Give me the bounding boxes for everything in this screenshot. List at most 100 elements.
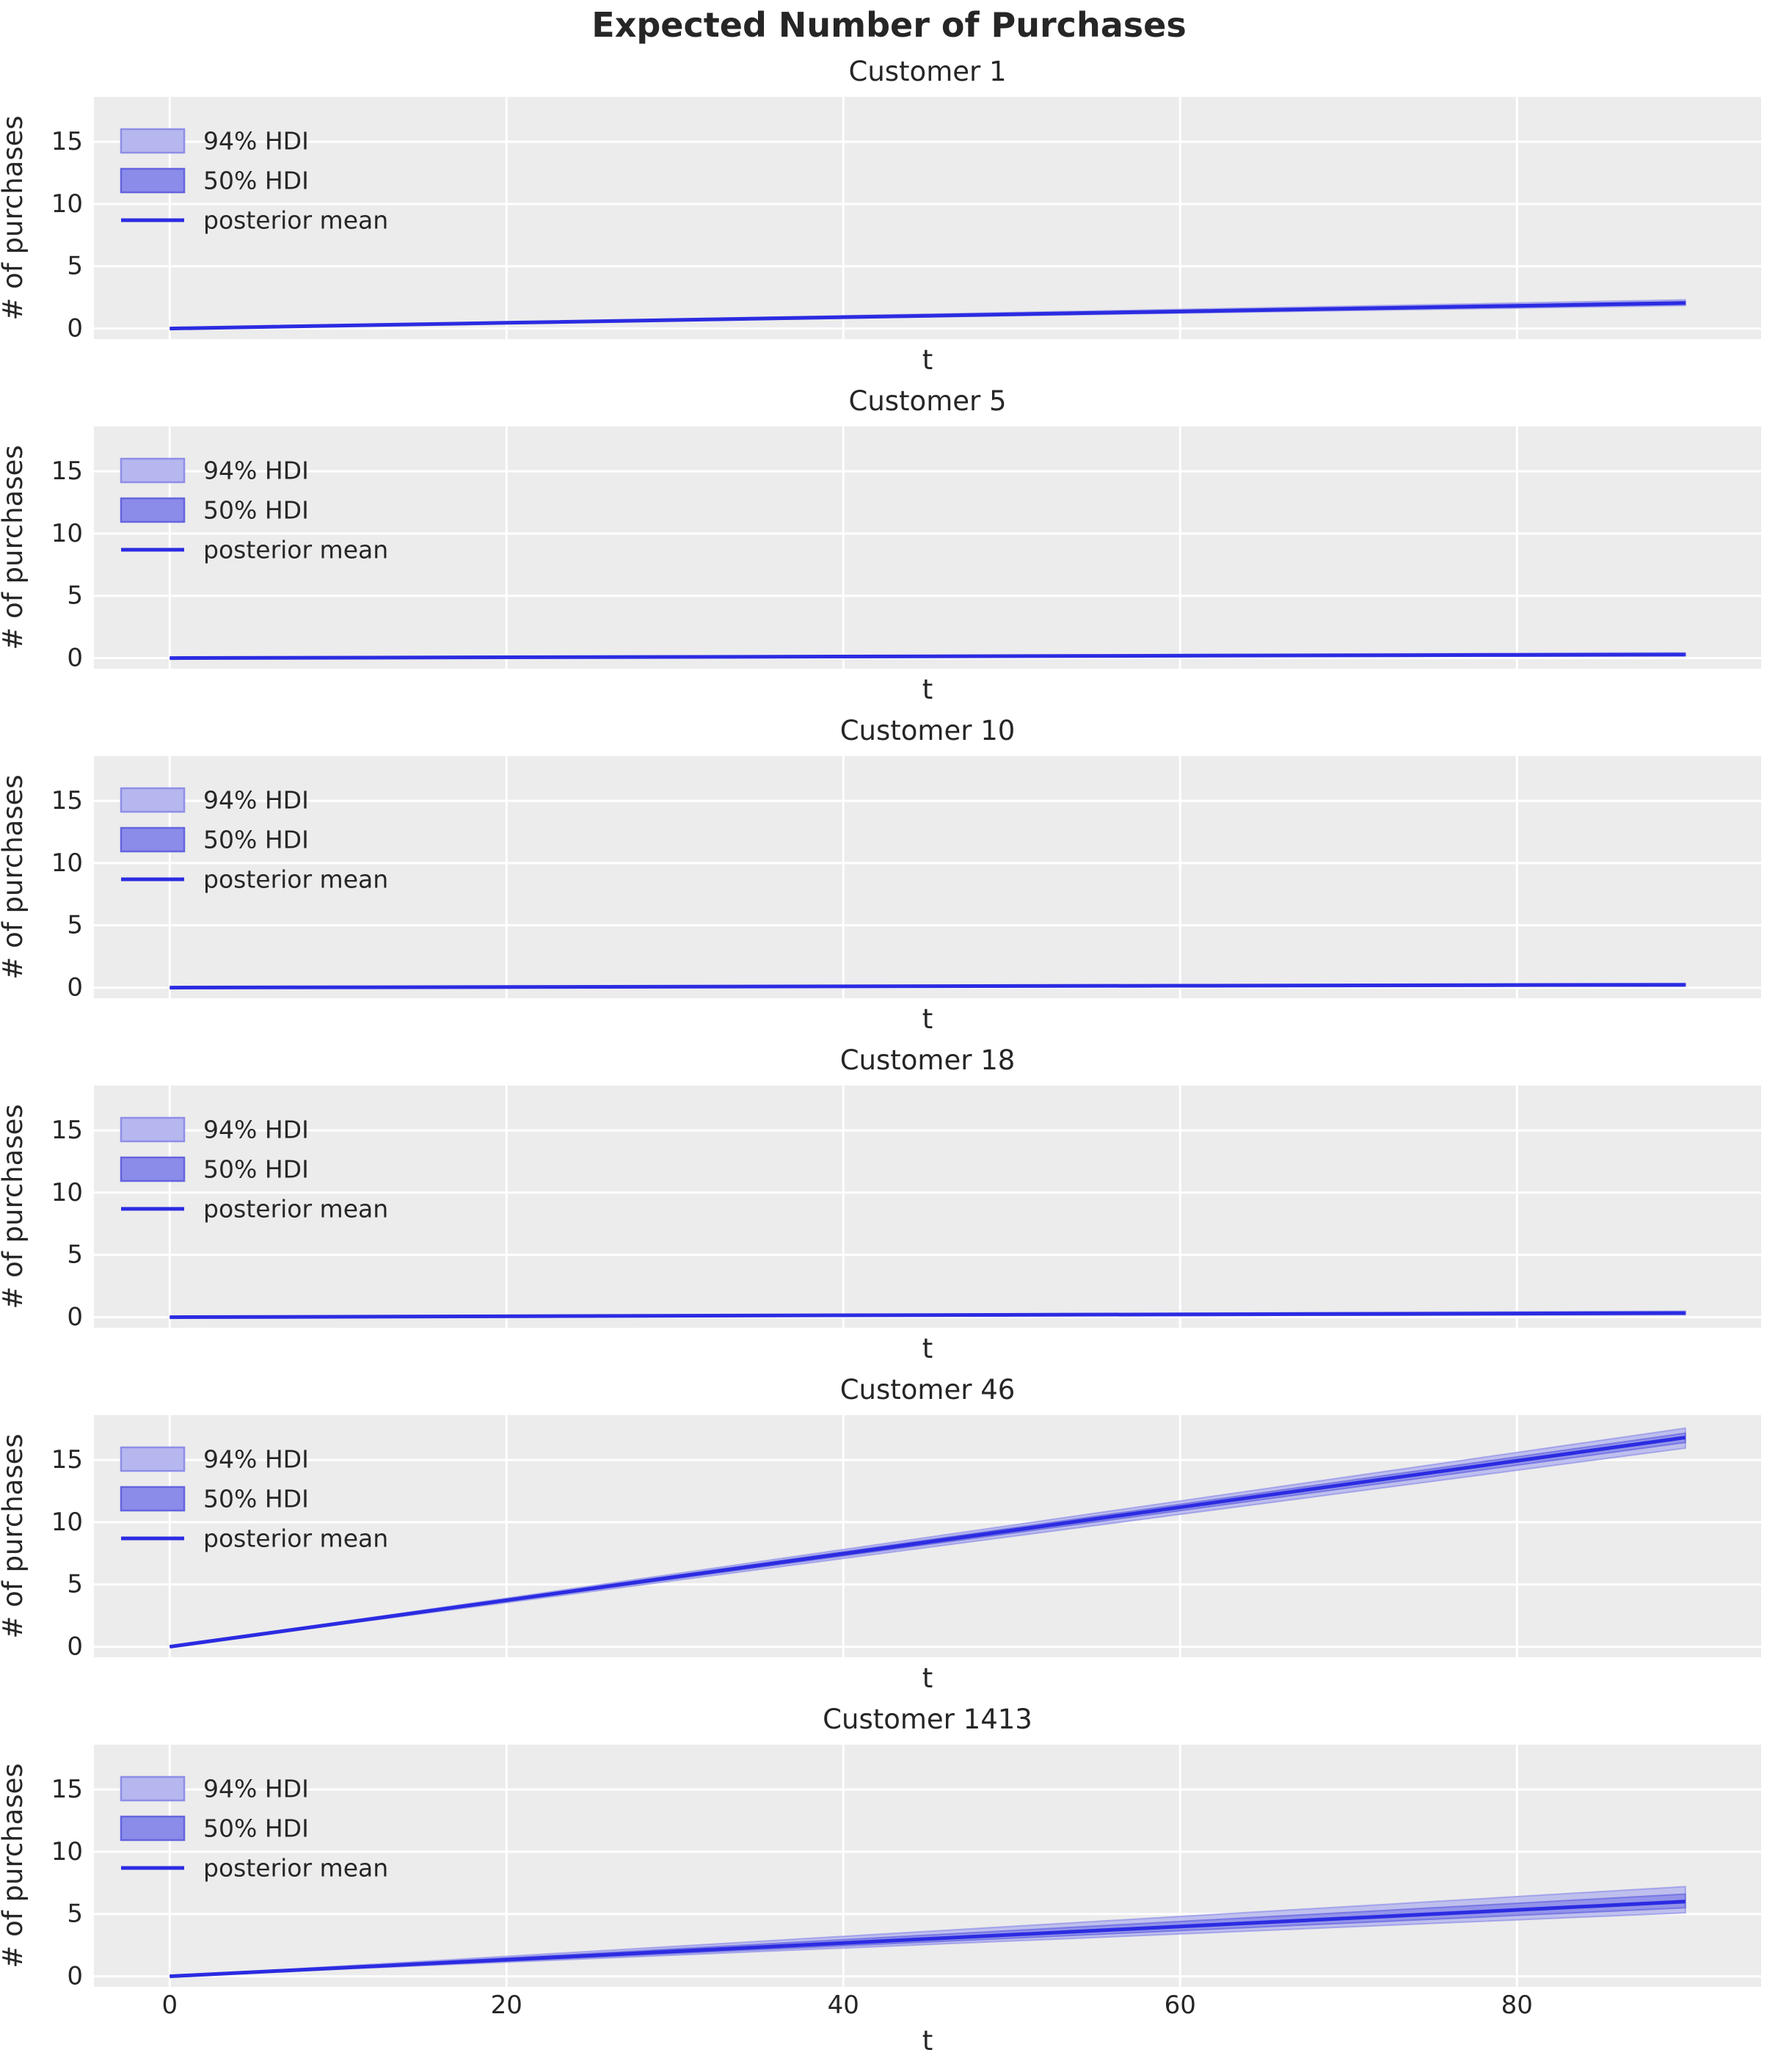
- legend-patch-94-hdi: [120, 1775, 186, 1802]
- legend-label: posterior mean: [203, 1524, 388, 1553]
- legend: 94% HDI 50% HDI posterior mean: [120, 1445, 388, 1553]
- y-axis-label: # of purchases: [0, 774, 29, 979]
- y-tick-labels: 0 5 10 15: [51, 1445, 83, 1661]
- legend-label: 94% HDI: [203, 1775, 309, 1803]
- legend-patch-94-hdi: [120, 457, 186, 484]
- svg-text:0: 0: [67, 1303, 83, 1332]
- svg-text:10: 10: [51, 1178, 83, 1207]
- svg-text:10: 10: [51, 519, 83, 548]
- legend-label: posterior mean: [203, 536, 388, 564]
- subplot-title: Customer 1413: [823, 1704, 1032, 1735]
- subplot-title: Customer 10: [840, 715, 1016, 746]
- legend-label: 94% HDI: [203, 457, 309, 485]
- legend-label: posterior mean: [203, 206, 388, 235]
- legend-label: posterior mean: [203, 865, 388, 894]
- legend-patch-50-hdi: [120, 1156, 186, 1182]
- legend-label: 94% HDI: [203, 127, 309, 156]
- legend-label: 50% HDI: [203, 1155, 309, 1184]
- svg-text:5: 5: [67, 581, 83, 611]
- y-tick-labels: 0 5 10 15: [51, 457, 83, 672]
- plot-area: [94, 1745, 1761, 1987]
- subplot-customer-1: Customer 1 0 5 10 15 # of purchases t 94% HDI 50…: [0, 56, 1761, 371]
- posterior-mean-line: [169, 1436, 1686, 1649]
- svg-text:10: 10: [51, 189, 83, 219]
- y-axis-label: # of purchases: [0, 115, 29, 320]
- y-axis-label: # of purchases: [0, 1763, 29, 1968]
- y-tick-labels: 0 5 10 15: [51, 786, 83, 1002]
- figure-title: Expected Number of Purchases: [591, 5, 1187, 45]
- posterior-mean-line: [170, 983, 1686, 990]
- legend-label: 50% HDI: [203, 496, 309, 525]
- posterior-mean-line: [170, 653, 1686, 661]
- x-axis-label: t: [922, 344, 933, 371]
- hdi-50-band: [170, 1893, 1686, 1977]
- posterior-mean-line: [170, 301, 1686, 331]
- svg-text:40: 40: [828, 1991, 859, 2020]
- y-tick-labels: 0 5 10 15: [51, 127, 83, 343]
- plot-area: [94, 97, 1761, 339]
- svg-text:0: 0: [161, 1991, 178, 2020]
- svg-text:5: 5: [67, 911, 83, 940]
- legend: 94% HDI 50% HDI posterior mean: [120, 457, 388, 564]
- plot-area: [94, 756, 1761, 998]
- subplot-customer-1413: Customer 1413 0 5 10 15 # of purchases 0 20 40 60…: [0, 1704, 1761, 2057]
- svg-text:0: 0: [67, 314, 83, 343]
- x-axis-label: t: [922, 1333, 933, 1359]
- legend: 94% HDI 50% HDI posterior mean: [120, 786, 388, 894]
- legend: 94% HDI 50% HDI posterior mean: [120, 1775, 388, 1883]
- svg-text:15: 15: [51, 786, 83, 815]
- y-axis-label: # of purchases: [0, 445, 29, 650]
- legend: 94% HDI 50% HDI posterior mean: [120, 127, 388, 235]
- x-axis-label: t: [922, 1003, 933, 1030]
- gridlines: [94, 1745, 1761, 1987]
- legend-patch-94-hdi: [120, 128, 186, 154]
- svg-text:5: 5: [67, 1570, 83, 1599]
- legend-label: 94% HDI: [203, 1445, 309, 1474]
- svg-text:10: 10: [51, 1508, 83, 1537]
- x-axis-label: t: [922, 674, 933, 700]
- svg-text:0: 0: [67, 1632, 83, 1662]
- x-axis-label: t: [922, 1662, 933, 1689]
- x-tick-labels: 0 20 40 60 80: [161, 1991, 1532, 2020]
- legend-patch-94-hdi: [120, 1116, 186, 1143]
- svg-text:0: 0: [67, 1962, 83, 1991]
- subplot-customer-5: Customer 5 0 5 10 15 # of purchases t 94% HDI 50…: [0, 385, 1761, 700]
- legend-patch-50-hdi: [120, 1486, 186, 1512]
- svg-text:80: 80: [1501, 1991, 1533, 2020]
- svg-text:15: 15: [51, 457, 83, 486]
- svg-text:10: 10: [51, 848, 83, 878]
- subplot-customer-46: Customer 46 0 5 10 15 # of purchases t 94% HDI 5…: [0, 1374, 1761, 1689]
- y-axis-label: # of purchases: [0, 1433, 29, 1638]
- y-tick-labels: 0 5 10 15: [51, 1775, 83, 1991]
- legend: 94% HDI 50% HDI posterior mean: [120, 1116, 388, 1224]
- legend-label: 94% HDI: [203, 786, 309, 815]
- plot-area: [94, 1086, 1761, 1328]
- gridlines: [94, 1415, 1761, 1657]
- posterior-mean-line: [170, 1900, 1686, 1979]
- y-axis-label: # of purchases: [0, 1104, 29, 1309]
- svg-text:10: 10: [51, 1837, 83, 1866]
- legend-patch-50-hdi: [120, 167, 186, 194]
- legend-label: 50% HDI: [203, 1814, 309, 1843]
- plot-area: [94, 426, 1761, 669]
- svg-text:60: 60: [1165, 1991, 1196, 2020]
- svg-text:20: 20: [491, 1991, 522, 2020]
- svg-text:0: 0: [67, 973, 83, 1003]
- svg-text:5: 5: [67, 1900, 83, 1929]
- subplot-title: Customer 46: [840, 1374, 1016, 1406]
- svg-text:0: 0: [67, 644, 83, 673]
- legend-label: 94% HDI: [203, 1116, 309, 1144]
- svg-text:15: 15: [51, 1445, 83, 1475]
- y-tick-labels: 0 5 10 15: [51, 1116, 83, 1331]
- legend-label: 50% HDI: [203, 167, 309, 195]
- legend-patch-50-hdi: [120, 1815, 186, 1842]
- x-axis-label: t: [922, 2025, 933, 2057]
- svg-text:15: 15: [51, 1775, 83, 1804]
- svg-text:5: 5: [67, 252, 83, 281]
- legend-label: posterior mean: [203, 1195, 388, 1224]
- legend-patch-50-hdi: [120, 826, 186, 853]
- legend-patch-50-hdi: [120, 497, 186, 523]
- legend-patch-94-hdi: [120, 1446, 186, 1472]
- subplot-customer-18: Customer 18 0 5 10 15 # of purchases t 94% HDI 5…: [0, 1044, 1761, 1359]
